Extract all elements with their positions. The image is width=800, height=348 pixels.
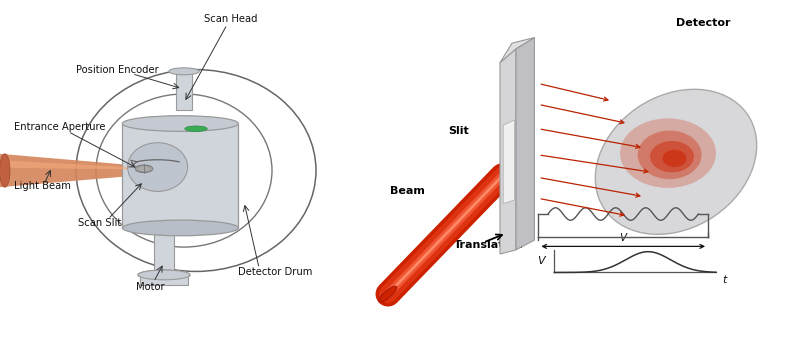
Ellipse shape <box>662 150 686 167</box>
Ellipse shape <box>0 154 10 187</box>
Polygon shape <box>500 38 534 63</box>
Text: Slit: Slit <box>448 126 469 135</box>
Polygon shape <box>503 120 514 204</box>
Ellipse shape <box>650 141 694 172</box>
Ellipse shape <box>138 270 190 280</box>
Text: Motor: Motor <box>136 282 165 292</box>
Text: t: t <box>722 275 726 285</box>
Ellipse shape <box>122 116 238 132</box>
Text: Beam: Beam <box>390 187 425 196</box>
Text: Light Beam: Light Beam <box>14 181 71 191</box>
Polygon shape <box>0 160 138 169</box>
Ellipse shape <box>620 118 716 188</box>
Ellipse shape <box>169 68 199 75</box>
Ellipse shape <box>595 89 757 234</box>
Bar <box>122 124 238 228</box>
Text: Detector: Detector <box>676 18 730 27</box>
Ellipse shape <box>137 166 151 172</box>
Bar <box>154 226 174 275</box>
Ellipse shape <box>379 286 397 302</box>
Text: Detector Drum: Detector Drum <box>238 267 313 277</box>
Polygon shape <box>500 49 516 254</box>
Ellipse shape <box>128 143 188 191</box>
Polygon shape <box>516 38 534 250</box>
Bar <box>176 71 192 110</box>
Text: Scan Slit: Scan Slit <box>78 218 122 228</box>
Text: Position Encoder: Position Encoder <box>76 65 158 74</box>
Text: V: V <box>537 256 545 266</box>
Polygon shape <box>0 154 138 187</box>
Text: Entrance Aperture: Entrance Aperture <box>14 122 106 132</box>
Text: Scan Head: Scan Head <box>204 14 258 24</box>
Text: V: V <box>620 233 626 243</box>
Bar <box>140 274 188 285</box>
Ellipse shape <box>638 130 702 179</box>
Ellipse shape <box>185 126 207 132</box>
Ellipse shape <box>122 220 238 236</box>
Ellipse shape <box>138 270 190 280</box>
Text: Translation: Translation <box>454 240 523 250</box>
